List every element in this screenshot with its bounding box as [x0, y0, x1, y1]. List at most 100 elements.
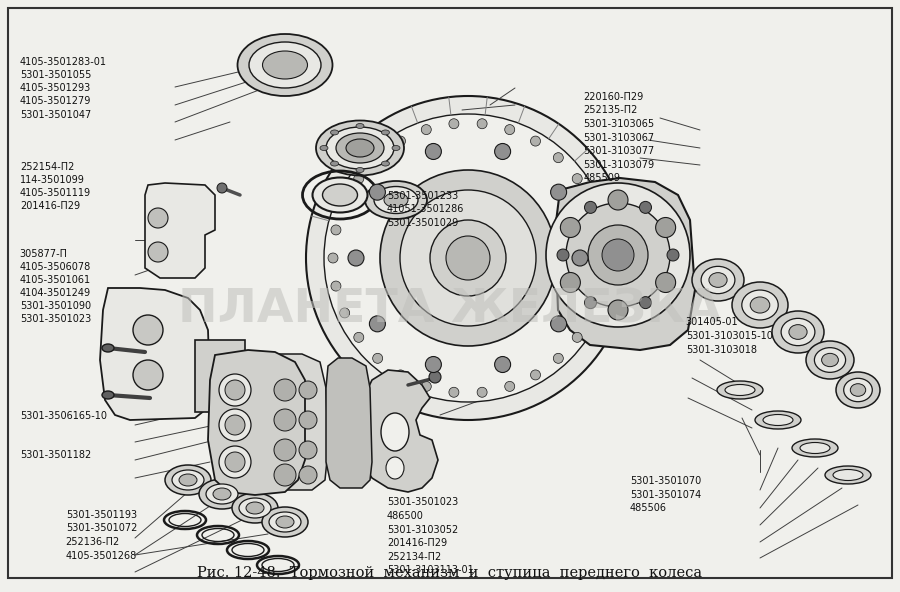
Circle shape — [584, 201, 597, 213]
Ellipse shape — [206, 484, 238, 504]
Polygon shape — [145, 183, 215, 278]
Circle shape — [640, 297, 652, 308]
Ellipse shape — [822, 353, 839, 366]
Circle shape — [505, 124, 515, 134]
Circle shape — [655, 217, 676, 237]
Ellipse shape — [692, 259, 744, 301]
Circle shape — [395, 370, 406, 380]
Ellipse shape — [179, 474, 197, 486]
Ellipse shape — [326, 127, 394, 169]
Polygon shape — [100, 288, 210, 420]
Circle shape — [566, 203, 670, 307]
Text: 4105-3501283-01: 4105-3501283-01 — [20, 57, 107, 67]
Text: 252154-П2: 252154-П2 — [20, 162, 74, 172]
Ellipse shape — [381, 413, 409, 451]
Circle shape — [217, 183, 227, 193]
Text: 5301-3501182: 5301-3501182 — [20, 450, 91, 460]
Ellipse shape — [843, 378, 872, 402]
Ellipse shape — [392, 146, 400, 150]
Circle shape — [595, 225, 605, 235]
Ellipse shape — [232, 493, 278, 523]
Circle shape — [219, 374, 251, 406]
Circle shape — [477, 119, 487, 128]
Text: 4104-3501249: 4104-3501249 — [20, 288, 91, 298]
Ellipse shape — [800, 442, 830, 453]
Text: 4105-3501279: 4105-3501279 — [20, 96, 91, 107]
Text: 5301-3501055: 5301-3501055 — [20, 70, 91, 81]
Text: 5301-3506165-10: 5301-3506165-10 — [20, 411, 107, 422]
Circle shape — [354, 173, 364, 184]
Ellipse shape — [365, 181, 427, 219]
Ellipse shape — [249, 42, 321, 88]
Ellipse shape — [382, 161, 390, 166]
Circle shape — [324, 114, 612, 402]
Ellipse shape — [238, 34, 332, 96]
Ellipse shape — [751, 297, 770, 313]
Text: 4105-3501293: 4105-3501293 — [20, 83, 91, 94]
Text: 252136-П2: 252136-П2 — [66, 537, 120, 547]
Circle shape — [225, 415, 245, 435]
Circle shape — [421, 124, 431, 134]
Ellipse shape — [356, 124, 364, 128]
Polygon shape — [256, 354, 328, 490]
Circle shape — [546, 183, 690, 327]
Circle shape — [572, 173, 582, 184]
Text: 4105-3501119: 4105-3501119 — [20, 188, 91, 198]
Text: ПЛАНЕТА ЖЕЛЕЗКА: ПЛАНЕТА ЖЕЛЕЗКА — [178, 288, 722, 333]
Circle shape — [225, 380, 245, 400]
Ellipse shape — [701, 266, 735, 294]
Circle shape — [133, 315, 163, 345]
Ellipse shape — [814, 348, 846, 372]
Circle shape — [667, 249, 679, 261]
Ellipse shape — [836, 372, 880, 408]
Circle shape — [373, 153, 382, 163]
Circle shape — [429, 371, 441, 383]
Circle shape — [354, 332, 364, 342]
Circle shape — [225, 452, 245, 472]
Circle shape — [561, 272, 581, 292]
Ellipse shape — [263, 51, 308, 79]
Text: 5301-3103065: 5301-3103065 — [583, 119, 654, 129]
Circle shape — [551, 184, 567, 200]
Text: 5301-3103067: 5301-3103067 — [583, 133, 654, 143]
Ellipse shape — [316, 121, 404, 175]
Circle shape — [561, 217, 581, 237]
Circle shape — [554, 353, 563, 363]
Circle shape — [380, 170, 556, 346]
Text: 485506: 485506 — [630, 503, 667, 513]
Ellipse shape — [330, 161, 338, 166]
Text: 5301-3103015-10: 5301-3103015-10 — [686, 331, 773, 341]
Circle shape — [274, 439, 296, 461]
Ellipse shape — [732, 282, 788, 328]
Ellipse shape — [386, 457, 404, 479]
Circle shape — [595, 281, 605, 291]
Circle shape — [148, 242, 168, 262]
Ellipse shape — [384, 192, 408, 208]
Circle shape — [426, 143, 441, 159]
Ellipse shape — [833, 469, 863, 481]
Circle shape — [339, 308, 350, 318]
Circle shape — [557, 249, 569, 261]
Polygon shape — [326, 358, 372, 488]
Text: 5301-3501193: 5301-3501193 — [66, 510, 137, 520]
Ellipse shape — [374, 186, 418, 214]
Circle shape — [430, 220, 506, 296]
Ellipse shape — [336, 133, 384, 163]
Circle shape — [551, 316, 567, 332]
Circle shape — [655, 272, 676, 292]
Circle shape — [586, 198, 597, 208]
Circle shape — [328, 253, 338, 263]
Circle shape — [299, 466, 317, 484]
Ellipse shape — [781, 318, 815, 346]
Circle shape — [505, 381, 515, 391]
Circle shape — [369, 184, 385, 200]
Ellipse shape — [213, 488, 231, 500]
Circle shape — [331, 281, 341, 291]
Ellipse shape — [246, 502, 264, 514]
Ellipse shape — [742, 290, 778, 320]
Circle shape — [477, 387, 487, 397]
Circle shape — [530, 136, 541, 146]
Circle shape — [608, 300, 628, 320]
Ellipse shape — [322, 184, 357, 206]
Ellipse shape — [346, 139, 374, 157]
